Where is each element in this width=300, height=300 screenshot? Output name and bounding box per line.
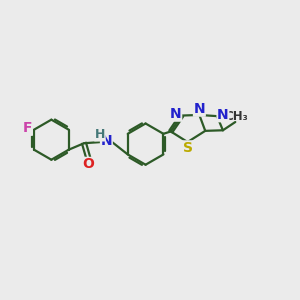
Text: H: H <box>95 128 105 141</box>
Text: CH₃: CH₃ <box>224 110 248 123</box>
Text: N: N <box>170 107 182 121</box>
Text: N: N <box>194 102 205 116</box>
Text: S: S <box>183 141 193 155</box>
Text: N: N <box>100 134 112 148</box>
Text: N: N <box>217 108 229 122</box>
Text: O: O <box>82 158 94 171</box>
Text: F: F <box>23 121 32 135</box>
